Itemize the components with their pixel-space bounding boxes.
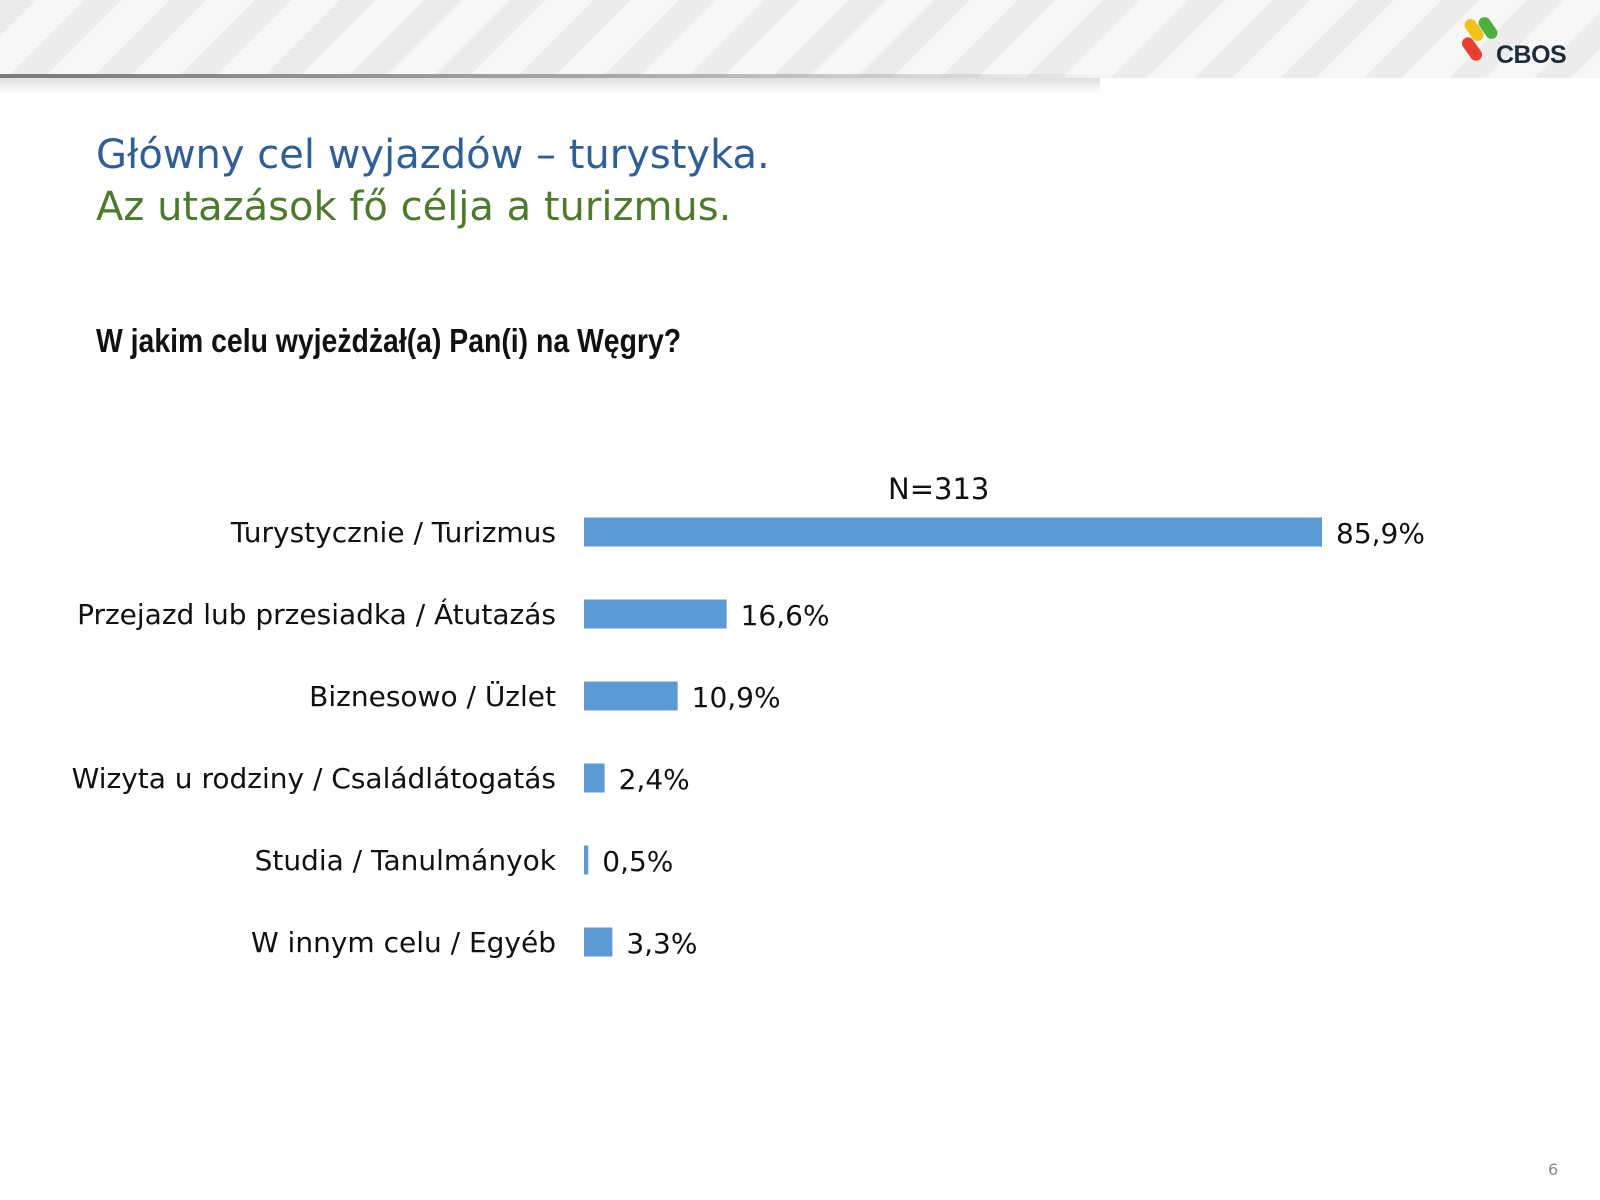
category-label: Biznesowo / Üzlet	[309, 679, 556, 713]
category-label: Wizyta u rodziny / Családlátogatás	[72, 762, 556, 795]
bar	[584, 517, 1322, 547]
category-label: W innym celu / Egyéb	[251, 926, 556, 959]
logo-text: CBOS	[1496, 41, 1567, 69]
category-label: Turystycznie / Turizmus	[230, 516, 556, 549]
cbos-logo-mark	[1462, 17, 1498, 61]
sample-size-label: N=313	[888, 472, 990, 506]
data-label: 3,3%	[626, 927, 697, 960]
data-label: 10,9%	[692, 681, 781, 714]
slide-title-polish: Główny cel wyjazdów – turystyka.	[96, 132, 770, 178]
data-label: 16,6%	[741, 599, 830, 632]
category-label: Studia / Tanulmányok	[255, 844, 557, 877]
header-rule	[0, 74, 1120, 78]
header-shadow	[0, 78, 1100, 94]
bar-chart: Turystycznie / Turizmus 85,9% Przejazd lub…	[72, 516, 1425, 960]
page-number: 6	[1548, 1160, 1559, 1179]
bar	[584, 681, 678, 711]
bar	[584, 763, 605, 793]
bar	[584, 845, 589, 875]
logo-mark-green	[1478, 17, 1498, 39]
header-band	[0, 0, 1600, 78]
logo-mark-yellow	[1464, 19, 1484, 41]
bar	[584, 927, 613, 957]
survey-question: W jakim celu wyjeżdżał(a) Pan(i) na Węgr…	[96, 322, 682, 359]
data-label: 2,4%	[619, 763, 690, 796]
logo-mark-red	[1462, 37, 1483, 61]
cbos-logo: CBOS	[1462, 14, 1582, 70]
data-label: 85,9%	[1336, 517, 1425, 550]
category-label: Przejazd lub przesiadka / Átutazás	[77, 597, 556, 631]
slide-title-hungarian: Az utazások fő célja a turizmus.	[96, 184, 732, 230]
bar	[584, 599, 727, 629]
data-label: 0,5%	[602, 845, 673, 878]
